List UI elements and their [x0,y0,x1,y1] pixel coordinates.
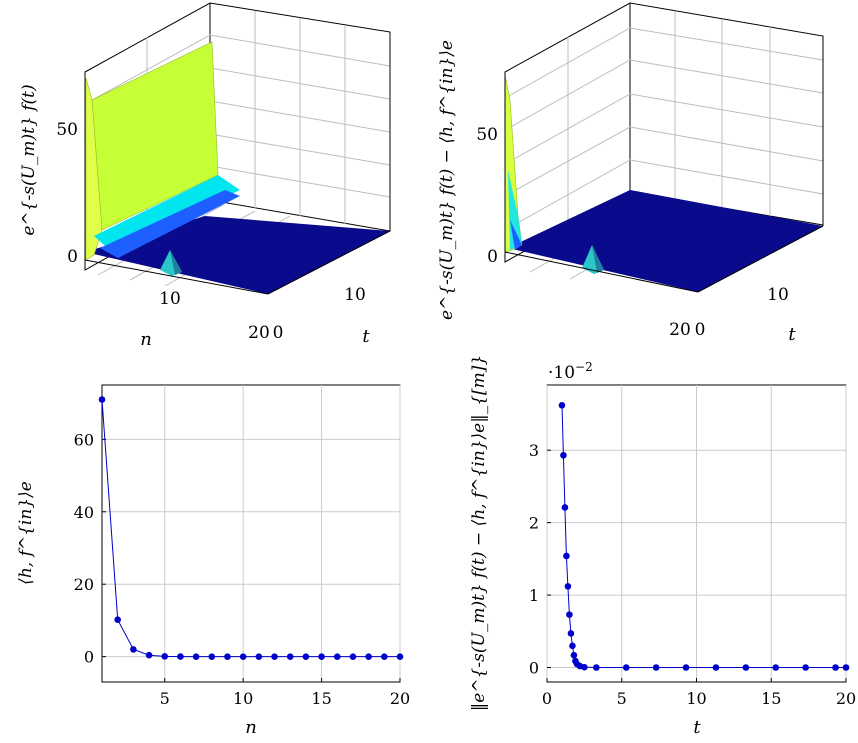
y-axis-label: ⟨h, f^{in}⟩e [16,481,36,585]
data-point [208,653,216,660]
data-point [381,653,388,660]
data-point [349,653,357,660]
data-point [114,616,121,624]
data-point [802,664,809,671]
data-point [742,664,750,671]
data-point [561,504,569,511]
x-tick-label: 10 [159,289,181,309]
y-tick-label: 40 [74,503,94,522]
surface-plot-2: 0 50 20 0 10 t e^{-s(U_m)t} f(t) − ⟨h, f… [437,2,824,345]
surface-floor-2 [508,190,823,292]
data-point [161,653,169,660]
y-axis-label: t [362,326,370,347]
x-tick-label: 10 [686,689,706,708]
data-point [255,653,263,660]
data-point [593,664,600,671]
x-tick-label: 5 [160,689,170,708]
y-tick-label: 0 [273,323,284,343]
x-tick-label: 20 [390,689,410,708]
data-point [564,583,572,590]
z-tick-label: 50 [56,120,78,140]
data-point [567,630,575,637]
x-axis-label: n [245,717,257,738]
data-point [224,653,231,660]
data-point [130,646,137,653]
series-line [561,405,846,668]
surface-plot-1: 0 50 10 20 0 10 n t e^{-s(U_m)t} f(t) [19,2,391,350]
y-tick-label: 3 [529,441,539,460]
surface-blue-band-1 [100,190,240,258]
x-tick-label: 20 [836,689,856,708]
y-tick-label: 0 [695,320,706,340]
x-axis-label: t [693,717,701,738]
data-point [271,653,278,660]
x-axis-label: n [140,329,152,350]
plot-area [101,384,401,683]
surface-ridge-1 [85,77,103,261]
y-tick-label: 1 [529,586,539,605]
data-point [570,651,578,659]
y-tick-label: 2 [529,514,539,533]
data-point [772,664,780,671]
data-point [566,611,573,618]
z-tick-label: 50 [476,125,498,145]
z-axis-label: e^{-s(U_m)t} f(t) [19,84,39,235]
data-point [558,401,566,409]
x-tick-label: 5 [617,689,627,708]
x-tick-label: 15 [311,689,331,708]
x-tick-label: 15 [761,689,781,708]
y-tick-label: 20 [74,575,94,594]
data-point [842,664,850,671]
z-tick-label: 0 [67,247,78,267]
surface-cyan-band-1 [94,175,240,252]
data-point [192,653,200,660]
x-tick-label: 20 [248,323,270,343]
z-axis-label: e^{-s(U_m)t} f(t) − ⟨h, f^{in}⟩e [437,40,457,320]
data-point [396,653,404,660]
data-point [239,653,247,660]
data-point [333,653,341,660]
data-point [286,653,294,660]
z-tick-label: 0 [487,247,498,267]
data-point [569,642,576,650]
line-plot-2: 0 5 10 15 20 0 1 2 3 ·10−2 t ‖e^{-s(U_m)t} f(t) … [469,355,856,738]
y-tick-label: 0 [84,648,94,667]
data-point [563,552,570,560]
y-tick-label: 10 [767,285,789,305]
data-point [581,663,588,671]
data-point [652,664,660,671]
axis-scale-label: ·10−2 [548,360,593,383]
y-tick-label: 60 [74,430,94,449]
data-point [560,451,567,459]
data-point [177,653,184,660]
y-tick-label: 10 [344,285,366,305]
y-tick-label: 0 [529,659,539,678]
data-point [98,396,106,403]
data-point [318,653,325,660]
series-line [101,399,400,658]
y-axis-label: t [788,324,796,345]
x-tick-label: 0 [542,689,552,708]
data-point [832,664,839,671]
data-point [712,664,720,671]
data-point [682,664,690,671]
data-point [302,653,310,660]
line-plot-1: 5 10 15 20 0 20 40 60 n ⟨h, f^{in}⟩e [16,384,410,738]
data-point [365,653,372,660]
data-point [622,664,630,671]
x-tick-label: 10 [233,689,253,708]
data-point [145,651,153,659]
x-tick-label: 20 [669,320,691,340]
y-axis-label: ‖e^{-s(U_m)t} f(t) − ⟨h, f^{in}⟩e‖_{[m]} [469,355,489,711]
